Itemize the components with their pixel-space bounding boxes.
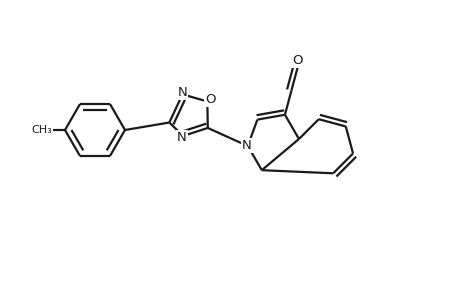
Text: N: N bbox=[177, 86, 187, 99]
Text: O: O bbox=[292, 54, 302, 67]
Text: CH₃: CH₃ bbox=[32, 125, 52, 135]
Text: N: N bbox=[241, 140, 251, 152]
Text: O: O bbox=[205, 93, 215, 106]
Text: N: N bbox=[176, 131, 186, 144]
